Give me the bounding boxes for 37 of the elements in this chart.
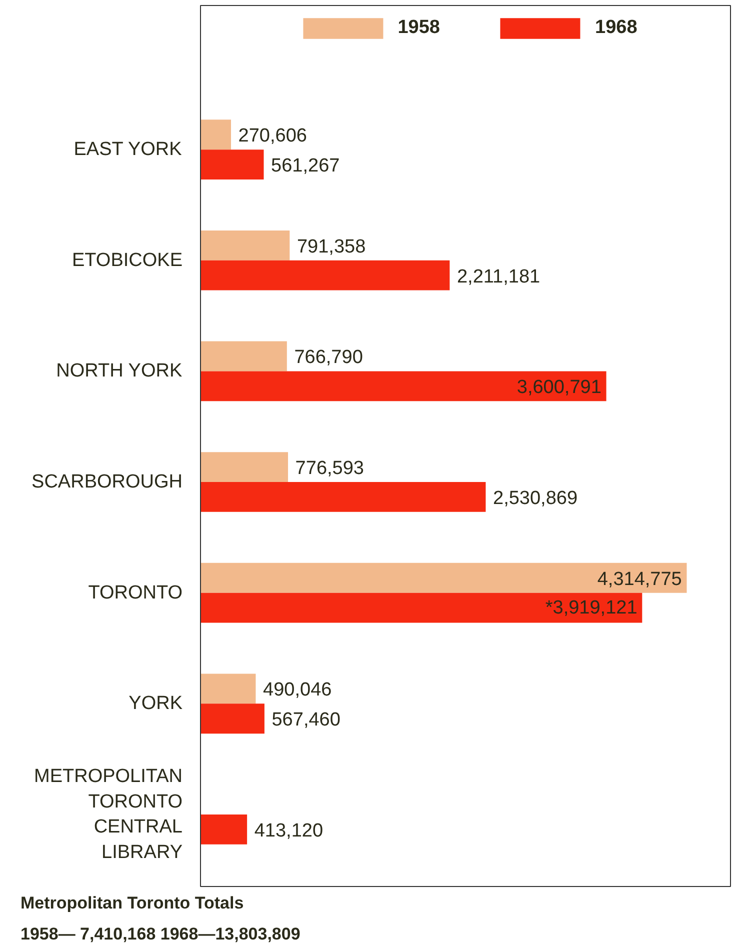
bar: [200, 230, 290, 260]
data-label: 270,606: [238, 126, 307, 147]
data-label: 766,790: [294, 347, 363, 368]
bar: [200, 120, 231, 150]
legend-label: 1958: [398, 17, 440, 39]
data-label: 567,460: [272, 710, 340, 731]
y-tick-label: ETOBICOKE: [72, 250, 183, 271]
bar: [200, 452, 288, 482]
bar: [200, 814, 248, 844]
text: Metropolitan Toronto Totals: [20, 894, 244, 912]
bar: [200, 482, 486, 512]
data-label: 3,600,791: [516, 377, 602, 398]
legend-label: 1968: [595, 17, 638, 39]
data-label: 561,267: [271, 156, 340, 177]
data-label: *3,919,121: [545, 597, 638, 618]
bar: [200, 674, 256, 704]
y-tick-label: EAST YORK: [74, 139, 182, 160]
data-label: 490,046: [263, 680, 332, 701]
bar: [200, 341, 287, 372]
data-label: 4,314,775: [597, 568, 682, 590]
bar: [200, 150, 264, 180]
data-label: 413,120: [254, 820, 324, 842]
y-tick-label: SCARBOROUGH: [32, 472, 183, 493]
bar: [200, 704, 264, 734]
text: 1958— 7,410,168 1968—13,803,809: [20, 924, 300, 944]
bar: [200, 260, 450, 290]
y-tick-label: TORONTO: [88, 582, 183, 604]
y-tick-label: METROPOLITAN TORONTO CENTRAL LIBRARY: [34, 766, 183, 863]
data-label: 791,358: [296, 236, 366, 258]
bar: [200, 562, 687, 593]
bar: [200, 371, 606, 402]
data-label: 2,211,181: [456, 266, 540, 288]
data-label: 2,530,869: [493, 488, 578, 509]
y-tick-label: YORK: [128, 693, 183, 714]
bar: [200, 592, 642, 623]
y-tick-label: NORTH YORK: [56, 360, 182, 382]
data-label: 776,593: [295, 458, 364, 480]
